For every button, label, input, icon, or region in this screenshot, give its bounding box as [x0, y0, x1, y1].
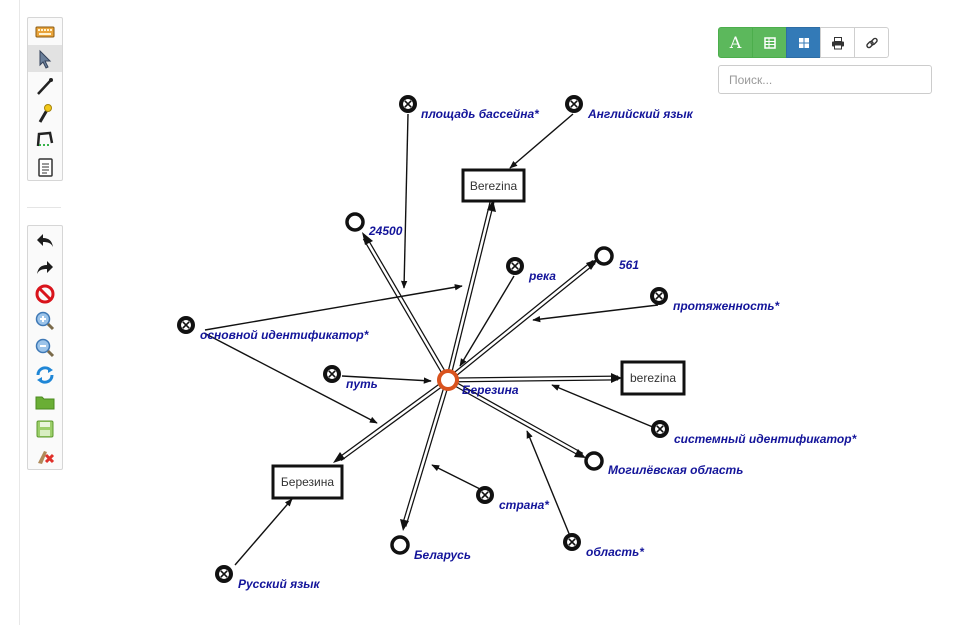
node-system-id-label: системный идентификатор* [674, 432, 858, 446]
graph-view-button[interactable] [786, 27, 821, 58]
wand-tool-button[interactable] [28, 99, 62, 126]
box-berezina-right[interactable]: berezina [620, 360, 686, 396]
node-belarus[interactable]: Беларусь [390, 535, 471, 562]
edge-center-mogilev [446, 377, 586, 458]
node-region-label: область* [586, 545, 645, 559]
node-561[interactable]: 561 [594, 246, 639, 272]
box-berezina-right-label: berezina [630, 371, 676, 385]
view-mode-buttons: A [718, 27, 889, 58]
text-mode-button[interactable]: A [718, 27, 753, 58]
save-button[interactable] [28, 415, 62, 442]
zoom-in-icon [35, 311, 55, 330]
node-561-label: 561 [619, 258, 639, 272]
node-country-label: страна* [499, 498, 550, 512]
zoom-out-button[interactable] [28, 334, 62, 361]
box-berezina-left[interactable]: Березина [271, 464, 344, 500]
node-area-label: площадь бассейна* [421, 107, 540, 121]
lasso-icon [36, 131, 54, 146]
draw-line-tool-button[interactable] [28, 72, 62, 99]
select-tool-button[interactable] [28, 45, 62, 72]
node-mogilev-label: Могилёвская область [608, 463, 743, 477]
print-button[interactable] [820, 27, 855, 58]
node-country[interactable]: страна* [475, 485, 550, 512]
node-24500[interactable]: 24500 [345, 212, 403, 238]
node-path-label: путь [346, 377, 378, 391]
node-river-label: река [528, 269, 556, 283]
clear-icon [35, 284, 55, 303]
refresh-button[interactable] [28, 361, 62, 388]
node-main-id-label: основной идентификатор* [200, 328, 370, 342]
node-area[interactable]: площадь бассейна* [398, 94, 540, 121]
save-icon [36, 420, 54, 437]
delete-icon [38, 450, 55, 464]
open-folder-button[interactable] [28, 388, 62, 415]
node-mogilev[interactable]: Могилёвская область [584, 451, 743, 477]
center-node[interactable]: Березина [437, 369, 519, 397]
action-palette [27, 225, 63, 470]
node-main-id[interactable]: основной идентификатор* [176, 315, 370, 342]
undo-icon [37, 233, 53, 247]
center-node-label: Березина [462, 383, 519, 397]
edge-center-berezina-right [447, 373, 622, 383]
text-mode-label: A [729, 33, 742, 52]
hollow-edges [333, 200, 622, 531]
edge-center-561 [446, 259, 598, 382]
toolbar-divider [27, 207, 61, 208]
keyboard-icon [35, 26, 55, 37]
keyboard-tool-button[interactable] [28, 18, 62, 45]
delete-button[interactable] [28, 442, 62, 469]
search-input[interactable] [718, 65, 932, 94]
link-icon [865, 37, 878, 48]
box-berezina-left-label: Березина [281, 475, 334, 489]
wand-icon [38, 103, 52, 123]
node-length-label: протяженность* [673, 299, 781, 313]
zoom-in-button[interactable] [28, 307, 62, 334]
select-pointer-icon [39, 49, 52, 69]
notes-icon [38, 157, 53, 177]
open-folder-icon [35, 396, 55, 409]
edge-center-berezina-top [445, 200, 496, 381]
link-button[interactable] [854, 27, 889, 58]
print-icon [831, 36, 844, 49]
box-berezina-top[interactable]: Berezina [461, 168, 526, 203]
node-river[interactable]: река [505, 256, 556, 283]
node-belarus-label: Беларусь [414, 548, 471, 562]
node-path[interactable]: путь [322, 364, 378, 391]
box-berezina-top-label: Berezina [470, 179, 518, 193]
node-system-id[interactable]: системный идентификатор* [650, 419, 858, 446]
edge-center-belarus [400, 379, 451, 531]
grid-icon [798, 37, 809, 48]
notes-tool-button[interactable] [28, 153, 62, 180]
clear-button[interactable] [28, 280, 62, 307]
tool-palette [27, 17, 63, 181]
node-region[interactable]: область* [562, 532, 645, 559]
zoom-out-icon [35, 338, 55, 357]
refresh-icon [36, 365, 54, 384]
redo-icon [37, 260, 53, 274]
node-24500-label: 24500 [368, 224, 403, 238]
undo-button[interactable] [28, 226, 62, 253]
lasso-tool-button[interactable] [28, 126, 62, 153]
table-view-button[interactable] [752, 27, 787, 58]
node-russian-label: Русский язык [238, 577, 321, 591]
node-length[interactable]: протяженность* [649, 286, 781, 313]
node-english-label: Английский язык [587, 107, 694, 121]
left-panel-border [19, 0, 20, 625]
node-english[interactable]: Английский язык [564, 94, 694, 121]
draw-line-icon [37, 77, 53, 95]
table-icon [763, 36, 776, 49]
edge-center-24500 [362, 232, 451, 382]
redo-button[interactable] [28, 253, 62, 280]
thin-edges [203, 113, 661, 566]
node-russian[interactable]: Русский язык [214, 564, 321, 591]
edge-center-berezina-left [333, 377, 450, 463]
